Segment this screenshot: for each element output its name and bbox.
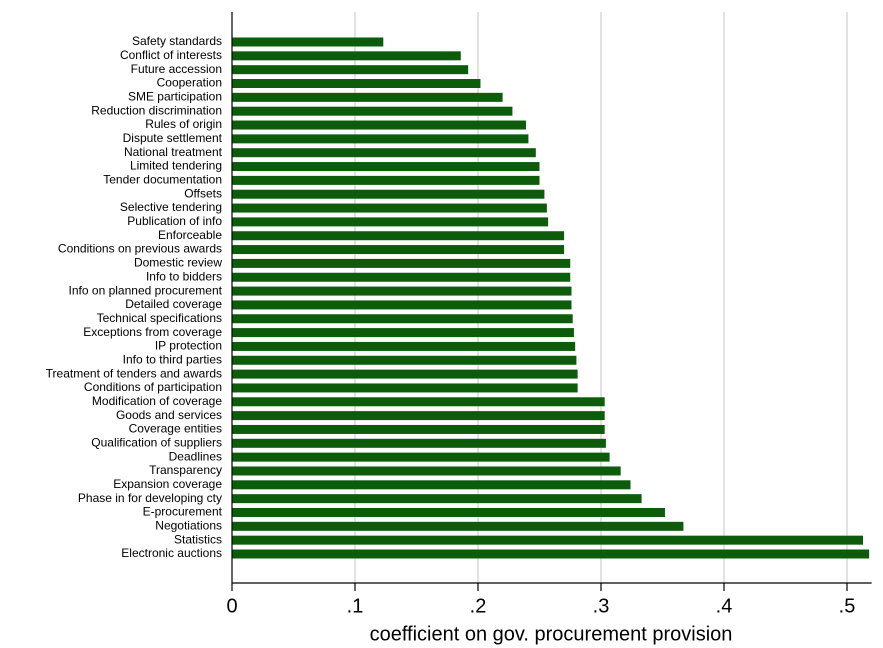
- bar: [232, 383, 578, 393]
- y-tick-label: IP protection: [155, 339, 222, 353]
- y-tick-label: Modification of coverage: [92, 394, 222, 408]
- y-tick-label: Technical specifications: [97, 311, 222, 325]
- y-tick-label: E-procurement: [143, 505, 223, 519]
- y-tick-label: Transparency: [149, 463, 222, 477]
- bar: [232, 51, 461, 61]
- bar: [232, 452, 610, 462]
- y-tick-label: Conditions on previous awards: [58, 242, 222, 256]
- bar: [232, 397, 605, 407]
- y-tick-label: Offsets: [184, 186, 222, 200]
- bar: [232, 494, 642, 504]
- bar: [232, 369, 578, 379]
- y-tick-label: Electronic auctions: [121, 546, 222, 560]
- y-tick-label: Selective tendering: [120, 200, 222, 214]
- x-tick-label: 0: [226, 595, 237, 617]
- bar: [232, 120, 526, 130]
- bar: [232, 438, 606, 448]
- y-tick-label: Conflict of interests: [120, 48, 222, 62]
- x-axis-title: coefficient on gov. procurement provisio…: [370, 623, 733, 645]
- bar: [232, 79, 481, 89]
- x-tick-label: .3: [593, 595, 610, 617]
- y-tick-label: Domestic review: [134, 256, 222, 270]
- y-tick-label: Safety standards: [132, 34, 222, 48]
- x-tick-label: .1: [347, 595, 364, 617]
- bar: [232, 328, 574, 338]
- y-tick-label: Qualification of suppliers: [91, 435, 222, 449]
- y-tick-label: Info on planned procurement: [69, 283, 223, 297]
- y-tick-label: Expansion coverage: [113, 477, 222, 491]
- bar: [232, 314, 573, 324]
- y-tick-label: Statistics: [174, 532, 222, 546]
- y-tick-label: Coverage entities: [129, 422, 222, 436]
- bar: [232, 466, 621, 476]
- bar: [232, 521, 684, 531]
- bar: [232, 175, 540, 185]
- y-tick-label: Publication of info: [127, 214, 222, 228]
- bar: [232, 507, 665, 517]
- y-tick-label: Dispute settlement: [123, 131, 223, 145]
- bar: [232, 424, 605, 434]
- bar: [232, 92, 503, 102]
- y-tick-label: Detailed coverage: [125, 297, 222, 311]
- y-tick-label: Cooperation: [157, 76, 222, 90]
- bar: [232, 65, 469, 75]
- bar: [232, 189, 545, 199]
- bar: [232, 549, 870, 559]
- x-tick-label: .5: [839, 595, 856, 617]
- bar: [232, 148, 536, 158]
- y-tick-label: Future accession: [131, 62, 222, 76]
- bar: [232, 245, 565, 255]
- y-tick-label: Info to third parties: [123, 352, 222, 366]
- x-tick-label: .2: [470, 595, 487, 617]
- bar: [232, 341, 576, 351]
- y-tick-label: Treatment of tenders and awards: [46, 366, 222, 380]
- y-tick-label: Negotiations: [155, 518, 222, 532]
- bar: [232, 411, 605, 421]
- y-tick-label: Enforceable: [158, 228, 222, 242]
- bar: [232, 535, 863, 545]
- bar: [232, 286, 572, 296]
- y-tick-label: Reduction discrimination: [91, 103, 222, 117]
- y-tick-label: National treatment: [124, 145, 223, 159]
- y-tick-label: Deadlines: [169, 449, 222, 463]
- y-tick-label: SME participation: [128, 90, 222, 104]
- y-tick-label: Rules of origin: [145, 117, 222, 131]
- bar: [232, 231, 565, 241]
- bar: [232, 272, 571, 282]
- bar: [232, 480, 631, 490]
- y-tick-label: Phase in for developing cty: [78, 491, 222, 505]
- bar: [232, 355, 577, 365]
- y-tick-label: Limited tendering: [130, 159, 222, 173]
- y-tick-label: Goods and services: [116, 408, 222, 422]
- y-tick-label: Tender documentation: [103, 173, 222, 187]
- x-tick-label: .4: [716, 595, 733, 617]
- y-tick-label: Info to bidders: [146, 269, 222, 283]
- y-tick-label: Exceptions from coverage: [83, 325, 222, 339]
- bar: [232, 134, 529, 144]
- bar: [232, 217, 549, 227]
- bar: [232, 37, 384, 47]
- bar: [232, 300, 572, 310]
- bar: [232, 203, 547, 213]
- bar: [232, 258, 571, 268]
- bar: [232, 106, 513, 116]
- y-tick-label: Conditions of participation: [84, 380, 222, 394]
- bar: [232, 162, 540, 172]
